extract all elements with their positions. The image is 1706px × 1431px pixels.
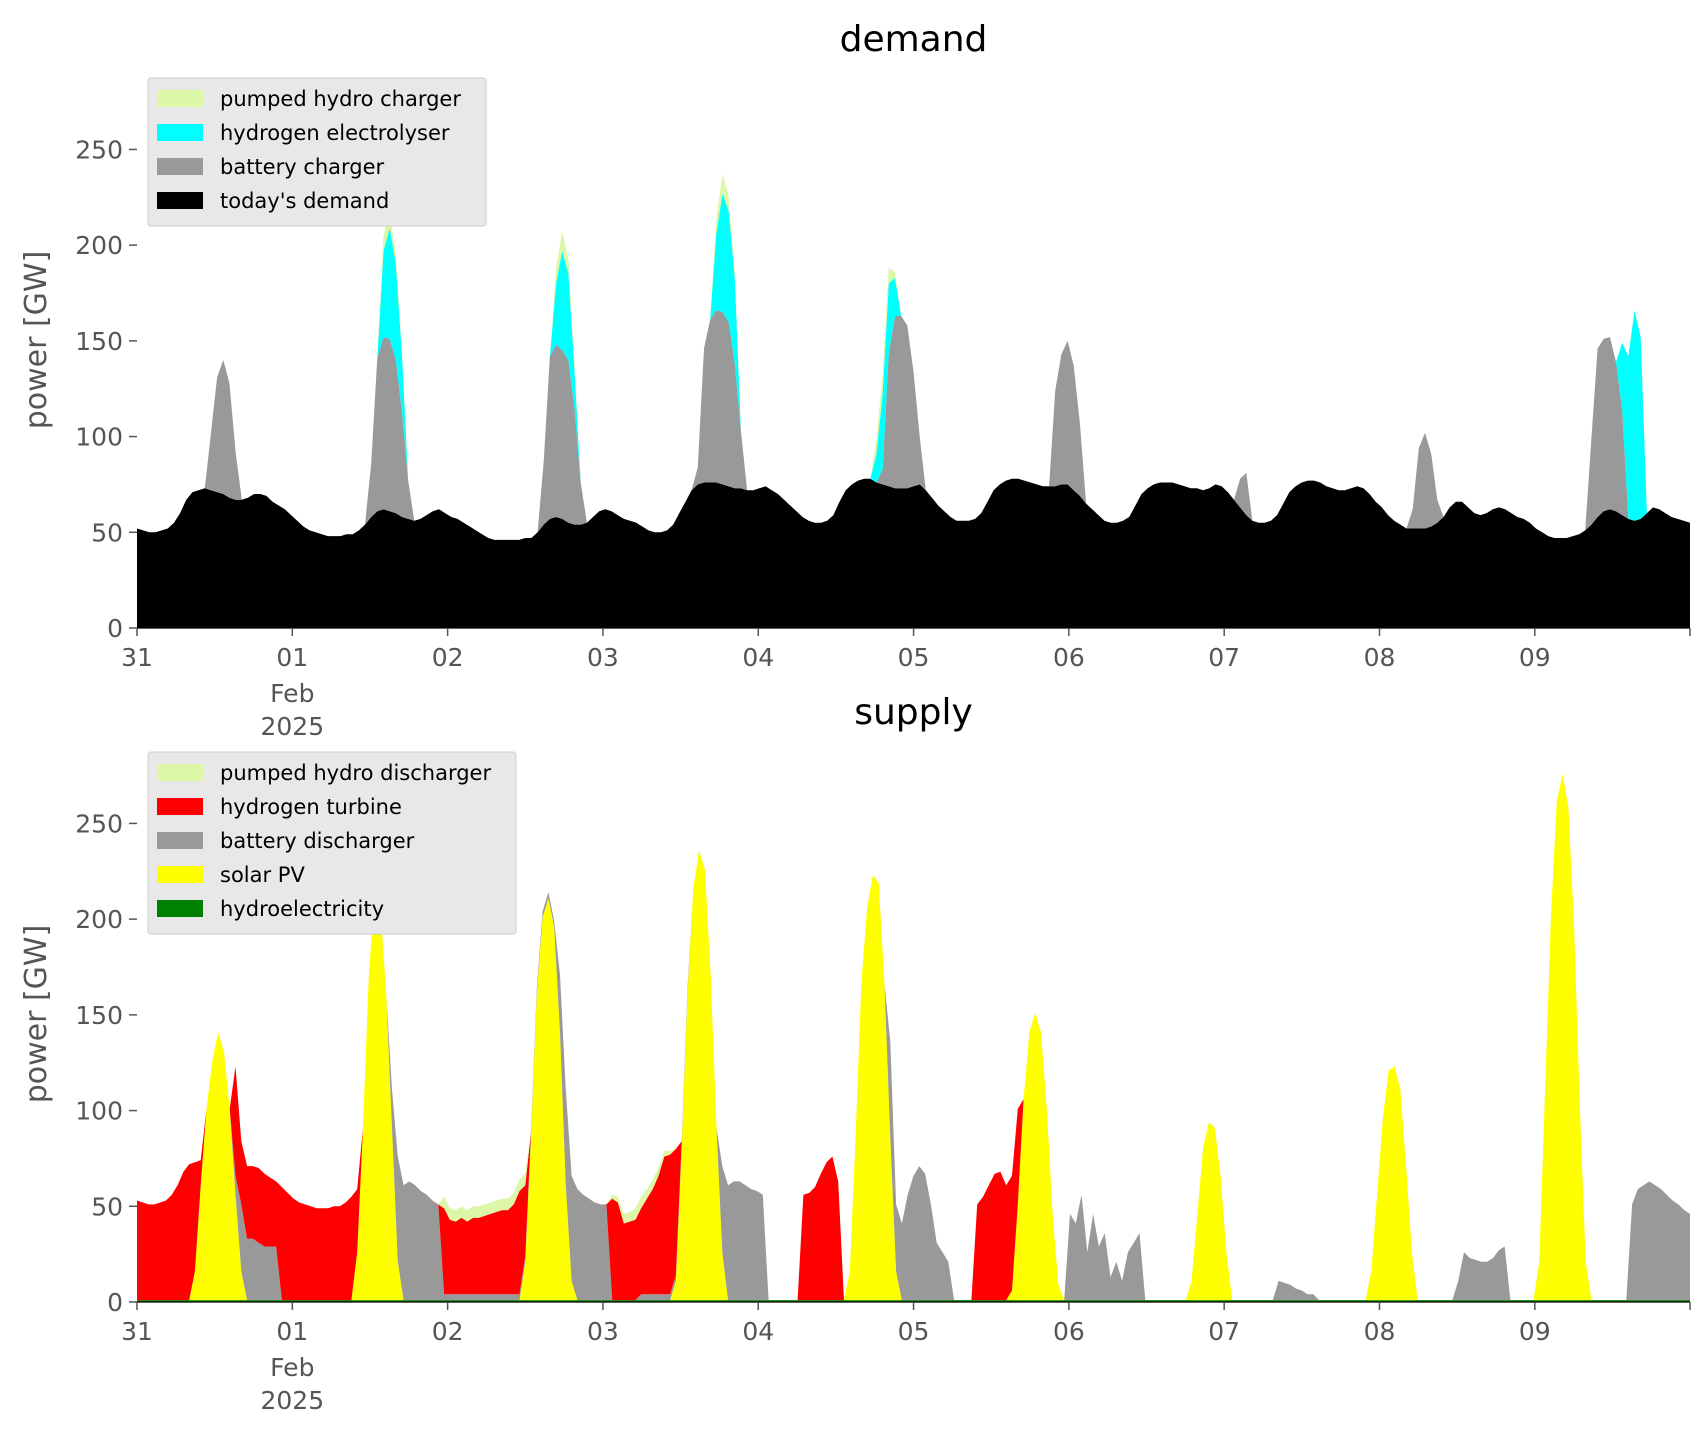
x-tick-label: 06: [1053, 1317, 1085, 1346]
legend-entry-hydroelectricity: hydroelectricity: [220, 897, 384, 921]
x-tick-label: 08: [1364, 1317, 1396, 1346]
legend-swatch: [157, 158, 203, 175]
y-axis-label: power [GW]: [19, 925, 54, 1104]
area-today-s-demand: [137, 478, 1690, 628]
x-tick-label: 07: [1208, 643, 1240, 672]
y-tick-label: 100: [75, 423, 123, 452]
area-battery-charger: [137, 310, 1690, 540]
legend-entry-battery-discharger: battery discharger: [220, 829, 415, 853]
x-tick-label: 05: [898, 1317, 930, 1346]
y-tick-label: 50: [91, 518, 123, 547]
x-tick-label: 02: [432, 643, 464, 672]
x-tick-label: 06: [1053, 643, 1085, 672]
x-tick-label: 03: [587, 643, 619, 672]
x-tick-label: 09: [1519, 1317, 1551, 1346]
x-tick-label: 07: [1208, 1317, 1240, 1346]
y-tick-label: 200: [75, 231, 123, 260]
chart-title: demand: [840, 19, 988, 60]
demand-chart: demand 0 50 100 150 200 250 31 01 Feb 2025 02 03 04 05…: [19, 19, 1691, 741]
supply-chart: supply 0 50 100 150 200 250 31 01 Feb 2025 02 03 04 05…: [19, 692, 1691, 1415]
legend-entry-battery-charger: battery charger: [220, 155, 385, 179]
chart-title: supply: [854, 692, 973, 733]
x-tick-label: 01: [276, 643, 308, 672]
legend-swatch: [157, 764, 203, 781]
y-tick-label: 0: [107, 1288, 123, 1317]
y-tick-label: 250: [75, 809, 123, 838]
x-tick-label: 02: [432, 1317, 464, 1346]
legend-swatch: [157, 832, 203, 849]
y-tick-label: 150: [75, 1001, 123, 1030]
y-tick-label: 250: [75, 135, 123, 164]
legend-swatch: [157, 798, 203, 815]
area-battery-discharger: [137, 773, 1690, 1301]
x-tick-sublabel: Feb: [270, 679, 314, 708]
x-tick-label: 05: [898, 643, 930, 672]
y-axis-label: power [GW]: [19, 251, 54, 430]
y-tick-label: 100: [75, 1097, 123, 1126]
legend-box: [147, 751, 517, 935]
legend-swatch: [157, 124, 203, 141]
legend-swatch: [157, 866, 203, 883]
y-tick-label: 200: [75, 905, 123, 934]
x-tick-sublabel: Feb: [270, 1353, 314, 1382]
area-hydrogen-turbine: [137, 773, 1690, 1301]
legend-entry-pumped-hydro-discharger: pumped hydro discharger: [220, 761, 491, 785]
x-tick-sublabel: 2025: [260, 1386, 324, 1415]
x-tick-label: 03: [587, 1317, 619, 1346]
legend-swatch: [157, 192, 203, 209]
legend: pumped hydro discharger hydrogen turbine b…: [147, 751, 517, 935]
y-tick-label: 50: [91, 1192, 123, 1221]
legend-swatch: [157, 900, 203, 917]
legend: pumped hydro charger hydrogen electrolyse…: [147, 77, 487, 227]
y-tick-label: 150: [75, 327, 123, 356]
x-tick-label: 08: [1364, 643, 1396, 672]
x-tick-label: 31: [121, 1317, 153, 1346]
x-tick-label: 31: [121, 643, 153, 672]
x-tick-label: 04: [742, 1317, 774, 1346]
y-tick-label: 0: [107, 614, 123, 643]
legend-entry-hydrogen-electrolyser: hydrogen electrolyser: [220, 121, 450, 145]
legend-entry-solar-pv: solar PV: [220, 863, 305, 887]
x-tick-label: 04: [742, 643, 774, 672]
legend-box: [147, 77, 487, 227]
x-tick-label: 01: [276, 1317, 308, 1346]
legend-entry-pumped-hydro-charger: pumped hydro charger: [220, 87, 461, 111]
legend-entry-hydrogen-turbine: hydrogen turbine: [220, 795, 402, 819]
x-tick-sublabel: 2025: [260, 712, 324, 741]
legend-entry-today-s-demand: today's demand: [220, 189, 389, 213]
x-tick-label: 09: [1519, 643, 1551, 672]
legend-swatch: [157, 90, 203, 107]
